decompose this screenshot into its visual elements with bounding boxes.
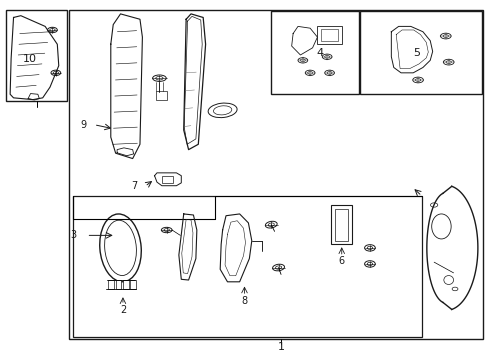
Bar [360,12,481,94]
Bar [122,280,128,289]
Bar [271,12,358,94]
Text: 7: 7 [131,181,137,192]
Text: 4: 4 [316,48,323,58]
Text: 10: 10 [22,54,37,64]
Bar [317,26,341,44]
Text: 9: 9 [80,120,86,130]
Bar [73,196,421,337]
Bar [116,280,121,289]
Bar [156,91,166,100]
Bar [335,208,347,241]
Bar [69,10,482,339]
Bar [320,29,338,41]
Bar [162,176,173,183]
Text: 5: 5 [413,48,420,58]
Text: 6: 6 [338,256,344,266]
Text: 8: 8 [241,296,247,306]
Text: 3: 3 [70,230,76,240]
Bar [6,10,67,102]
Bar [330,205,352,244]
Bar [108,280,114,289]
Text: 1: 1 [277,342,284,352]
Bar [130,280,136,289]
Text: 2: 2 [120,305,126,315]
